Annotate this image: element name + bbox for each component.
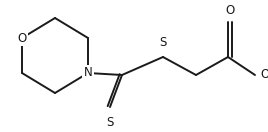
Text: S: S xyxy=(159,36,167,49)
Text: O: O xyxy=(17,32,27,44)
Text: S: S xyxy=(106,116,114,129)
Text: O: O xyxy=(225,4,234,17)
Text: N: N xyxy=(84,67,92,79)
Text: OH: OH xyxy=(260,69,268,81)
